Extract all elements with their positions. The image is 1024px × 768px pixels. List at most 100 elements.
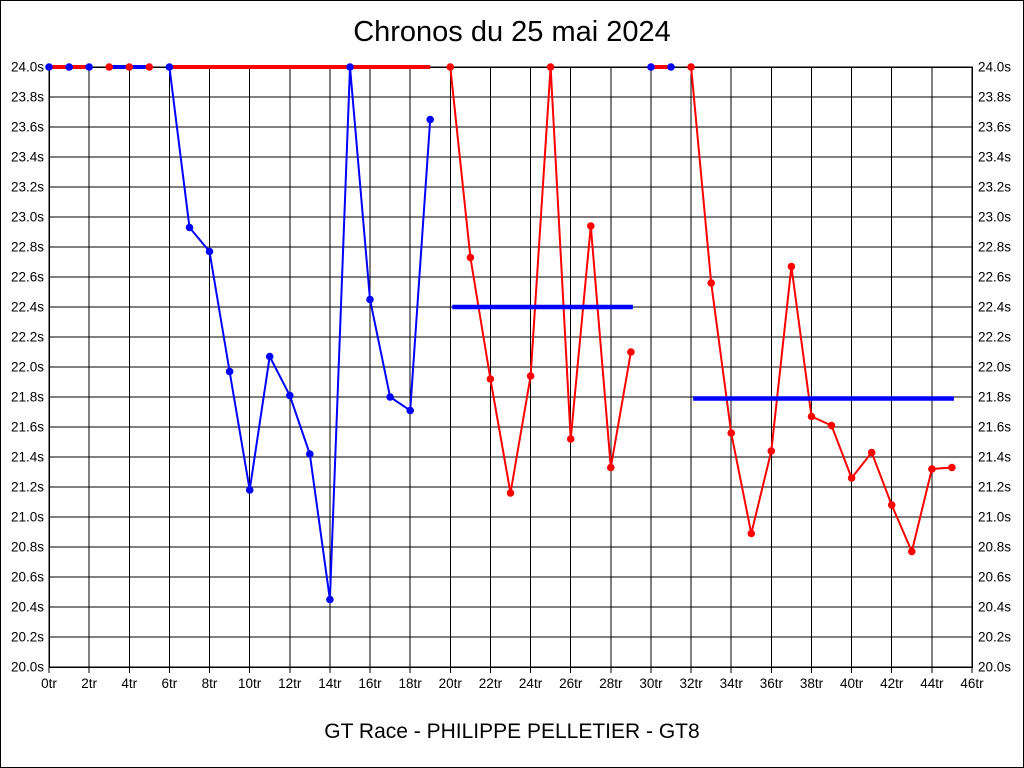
- blue-driver-laps-point: [45, 63, 53, 71]
- y-tick-label: 20.4s: [978, 600, 1011, 615]
- y-tick-label: 24.0s: [978, 60, 1011, 75]
- red-driver-laps-line: [449, 66, 632, 494]
- blue-driver-laps-point: [426, 115, 435, 124]
- blue-driver-laps-point: [406, 406, 415, 415]
- y-tick-label: 22.0s: [11, 360, 44, 375]
- x-tick-label: 42tr: [880, 676, 904, 691]
- red-driver-laps-point: [446, 63, 455, 71]
- red-driver-laps-point: [787, 262, 796, 271]
- red-driver-laps-point: [607, 463, 615, 472]
- y-tick-label: 22.2s: [11, 330, 44, 345]
- x-tick-label: 34tr: [720, 676, 744, 691]
- x-tick-label: 38tr: [800, 676, 824, 691]
- red-driver-laps-point: [125, 63, 134, 71]
- x-tick-label: 44tr: [920, 676, 944, 691]
- chart-subtitle: GT Race - PHILIPPE PELLETIER - GT8: [324, 720, 700, 743]
- red-driver-laps-point: [105, 63, 113, 71]
- blue-driver-laps-point: [286, 391, 294, 400]
- y-tick-label: 21.2s: [11, 480, 44, 495]
- red-driver-laps-point: [506, 489, 515, 497]
- y-tick-label: 20.4s: [11, 600, 44, 615]
- y-axis-labels-right: 20.0s 20.2s 20.4s 20.6s 20.8s 21.0s 21.2s 21.4s…: [978, 60, 1011, 675]
- red-driver-laps-point: [908, 547, 916, 556]
- red-driver-laps-line: [690, 66, 952, 555]
- x-tick-label: 16tr: [358, 676, 382, 691]
- y-tick-label: 21.6s: [978, 420, 1011, 435]
- red-driver-laps-point: [887, 501, 896, 509]
- y-tick-label: 22.4s: [11, 300, 44, 315]
- x-tick-label: 10tr: [238, 676, 262, 691]
- y-tick-label: 23.4s: [978, 150, 1011, 165]
- y-tick-label: 20.0s: [978, 660, 1011, 675]
- x-tick-label: 8tr: [202, 676, 218, 691]
- y-tick-label: 23.2s: [11, 180, 44, 195]
- red-driver-laps-point: [928, 465, 936, 473]
- y-tick-label: 20.8s: [11, 540, 44, 555]
- y-tick-label: 23.4s: [11, 150, 44, 165]
- y-tick-label: 22.2s: [978, 330, 1011, 345]
- red-driver-laps-point: [847, 474, 856, 482]
- x-tick-label: 18tr: [399, 676, 423, 691]
- y-tick-label: 21.8s: [11, 390, 44, 405]
- blue-driver-laps-point: [667, 63, 675, 71]
- red-driver-laps: [49, 63, 956, 556]
- x-tick-label: 32tr: [679, 676, 703, 691]
- y-tick-label: 20.2s: [11, 630, 44, 645]
- y-tick-label: 21.4s: [978, 450, 1011, 465]
- red-driver-laps-point: [827, 421, 836, 430]
- y-tick-label: 23.6s: [978, 120, 1011, 135]
- y-tick-label: 23.2s: [978, 180, 1011, 195]
- y-tick-label: 23.8s: [11, 90, 44, 105]
- y-tick-label: 23.0s: [11, 210, 44, 225]
- x-tick-label: 22tr: [479, 676, 503, 691]
- red-driver-laps-point: [145, 63, 154, 71]
- y-tick-label: 21.0s: [11, 510, 44, 525]
- x-tick-label: 40tr: [840, 676, 864, 691]
- red-driver-laps-point: [587, 222, 595, 230]
- blue-driver-laps-line: [168, 66, 432, 600]
- blue-driver-laps-point: [205, 247, 214, 256]
- y-tick-label: 20.8s: [978, 540, 1011, 555]
- y-tick-label: 21.0s: [978, 510, 1011, 525]
- y-tick-label: 22.4s: [978, 300, 1011, 315]
- y-tick-label: 24.0s: [11, 60, 44, 75]
- y-tick-label: 20.6s: [978, 570, 1011, 585]
- y-axis-labels-left: 20.0s 20.2s 20.4s 20.6s 20.8s 21.0s 21.2s 21.4s…: [11, 60, 44, 675]
- x-tick-label: 46tr: [960, 676, 984, 691]
- red-driver-laps-point: [948, 463, 956, 472]
- y-tick-label: 22.8s: [11, 240, 44, 255]
- red-driver-laps-point: [546, 63, 555, 71]
- y-tick-label: 23.6s: [11, 120, 44, 135]
- y-tick-label: 22.6s: [978, 270, 1011, 285]
- blue-driver-laps-point: [85, 63, 93, 71]
- x-tick-label: 36tr: [760, 676, 784, 691]
- blue-driver-laps-point: [647, 63, 655, 71]
- y-tick-label: 21.6s: [11, 420, 44, 435]
- red-driver-laps-point: [466, 253, 475, 262]
- red-driver-laps-point: [707, 279, 715, 287]
- blue-driver-laps-point: [366, 295, 374, 304]
- plot-border: [48, 66, 973, 668]
- red-driver-laps-point: [767, 447, 776, 455]
- y-tick-label: 20.0s: [11, 660, 44, 675]
- red-driver-laps-point: [687, 63, 695, 71]
- gridlines: [48, 66, 973, 668]
- red-driver-laps-point: [566, 435, 575, 443]
- y-tick-label: 20.2s: [978, 630, 1011, 645]
- x-tick-label: 0tr: [41, 676, 57, 691]
- blue-driver-laps-point: [265, 352, 274, 361]
- y-tick-label: 22.6s: [11, 270, 44, 285]
- chart-title: Chronos du 25 mai 2024: [353, 16, 671, 48]
- blue-driver-laps-point: [165, 63, 174, 71]
- x-tick-label: 26tr: [559, 676, 583, 691]
- blue-driver-laps-point: [225, 367, 234, 376]
- blue-driver-laps-point: [245, 486, 254, 494]
- x-tick-label: 12tr: [278, 676, 302, 691]
- y-tick-label: 22.8s: [978, 240, 1011, 255]
- red-driver-laps-point: [747, 529, 756, 538]
- red-driver-laps-point: [627, 348, 635, 356]
- red-driver-laps-point: [727, 429, 735, 437]
- blue-driver-laps-point: [386, 393, 394, 401]
- red-driver-laps-point: [807, 412, 816, 421]
